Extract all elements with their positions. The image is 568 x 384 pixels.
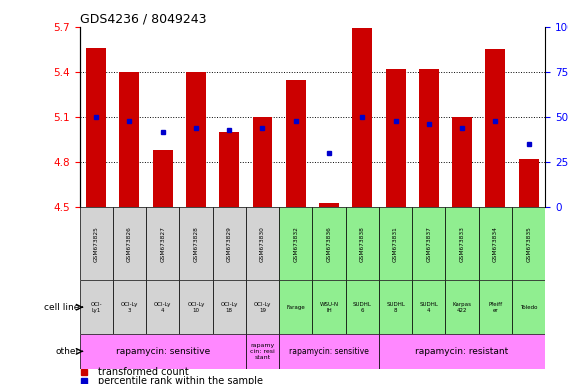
- Bar: [419, 69, 439, 207]
- Text: GSM673826: GSM673826: [127, 226, 132, 262]
- Bar: [386, 69, 406, 207]
- Text: GSM673834: GSM673834: [493, 226, 498, 262]
- Text: OCI-Ly
18: OCI-Ly 18: [220, 302, 238, 313]
- Text: rapamycin: sensitive: rapamycin: sensitive: [289, 347, 369, 356]
- Text: GSM673827: GSM673827: [160, 226, 165, 262]
- Text: percentile rank within the sample: percentile rank within the sample: [98, 376, 263, 384]
- Bar: [86, 48, 106, 207]
- Text: rapamycin: resistant: rapamycin: resistant: [415, 347, 509, 356]
- Bar: [379, 334, 545, 369]
- Text: OCI-
Ly1: OCI- Ly1: [90, 302, 102, 313]
- Text: transformed count: transformed count: [98, 367, 189, 377]
- Text: OCI-Ly
19: OCI-Ly 19: [254, 302, 271, 313]
- Text: GSM673836: GSM673836: [327, 226, 332, 262]
- Bar: [153, 150, 173, 207]
- Bar: [445, 207, 479, 280]
- Bar: [286, 79, 306, 207]
- Bar: [246, 207, 279, 280]
- Text: GSM673835: GSM673835: [526, 226, 531, 262]
- Bar: [512, 207, 545, 280]
- Bar: [279, 280, 312, 334]
- Text: GSM673828: GSM673828: [194, 226, 198, 262]
- Bar: [119, 72, 139, 207]
- Bar: [412, 207, 445, 280]
- Bar: [379, 280, 412, 334]
- Text: OCI-Ly
3: OCI-Ly 3: [121, 302, 138, 313]
- Text: OCI-Ly
10: OCI-Ly 10: [187, 302, 204, 313]
- Bar: [80, 207, 113, 280]
- Bar: [445, 280, 479, 334]
- Bar: [312, 280, 346, 334]
- Bar: [212, 280, 246, 334]
- Bar: [452, 117, 472, 207]
- Bar: [346, 280, 379, 334]
- Text: Farage: Farage: [286, 305, 305, 310]
- Bar: [512, 280, 545, 334]
- Bar: [412, 280, 445, 334]
- Text: SUDHL
6: SUDHL 6: [353, 302, 371, 313]
- Bar: [186, 72, 206, 207]
- Text: GSM673832: GSM673832: [293, 226, 298, 262]
- Bar: [212, 207, 246, 280]
- Bar: [246, 334, 279, 369]
- Bar: [279, 207, 312, 280]
- Text: OCI-Ly
4: OCI-Ly 4: [154, 302, 172, 313]
- Text: GSM673829: GSM673829: [227, 226, 232, 262]
- Bar: [80, 280, 113, 334]
- Text: GSM673833: GSM673833: [460, 226, 465, 262]
- Text: Toledo: Toledo: [520, 305, 537, 310]
- Bar: [179, 280, 212, 334]
- Text: GDS4236 / 8049243: GDS4236 / 8049243: [80, 13, 206, 26]
- Bar: [80, 334, 246, 369]
- Bar: [279, 334, 379, 369]
- Bar: [519, 159, 538, 207]
- Text: rapamycin: sensitive: rapamycin: sensitive: [115, 347, 210, 356]
- Text: GSM673837: GSM673837: [427, 226, 431, 262]
- Bar: [246, 280, 279, 334]
- Bar: [146, 207, 179, 280]
- Text: Karpas
422: Karpas 422: [453, 302, 471, 313]
- Bar: [253, 117, 273, 207]
- Bar: [113, 207, 146, 280]
- Bar: [479, 207, 512, 280]
- Bar: [113, 280, 146, 334]
- Text: Pfeiff
er: Pfeiff er: [488, 302, 503, 313]
- Text: SUDHL
8: SUDHL 8: [386, 302, 405, 313]
- Text: other: other: [55, 347, 80, 356]
- Bar: [179, 207, 212, 280]
- Text: GSM673825: GSM673825: [94, 226, 99, 262]
- Text: rapamy
cin: resi
stant: rapamy cin: resi stant: [250, 343, 275, 360]
- Bar: [319, 203, 339, 207]
- Text: GSM673831: GSM673831: [393, 226, 398, 262]
- Bar: [312, 207, 346, 280]
- Bar: [219, 132, 239, 207]
- Text: cell line: cell line: [44, 303, 80, 312]
- Bar: [352, 28, 372, 207]
- Text: GSM673838: GSM673838: [360, 226, 365, 262]
- Text: WSU-N
IH: WSU-N IH: [319, 302, 339, 313]
- Bar: [379, 207, 412, 280]
- Text: SUDHL
4: SUDHL 4: [419, 302, 438, 313]
- Bar: [346, 207, 379, 280]
- Bar: [146, 280, 179, 334]
- Text: GSM673830: GSM673830: [260, 226, 265, 262]
- Bar: [479, 280, 512, 334]
- Bar: [486, 50, 506, 207]
